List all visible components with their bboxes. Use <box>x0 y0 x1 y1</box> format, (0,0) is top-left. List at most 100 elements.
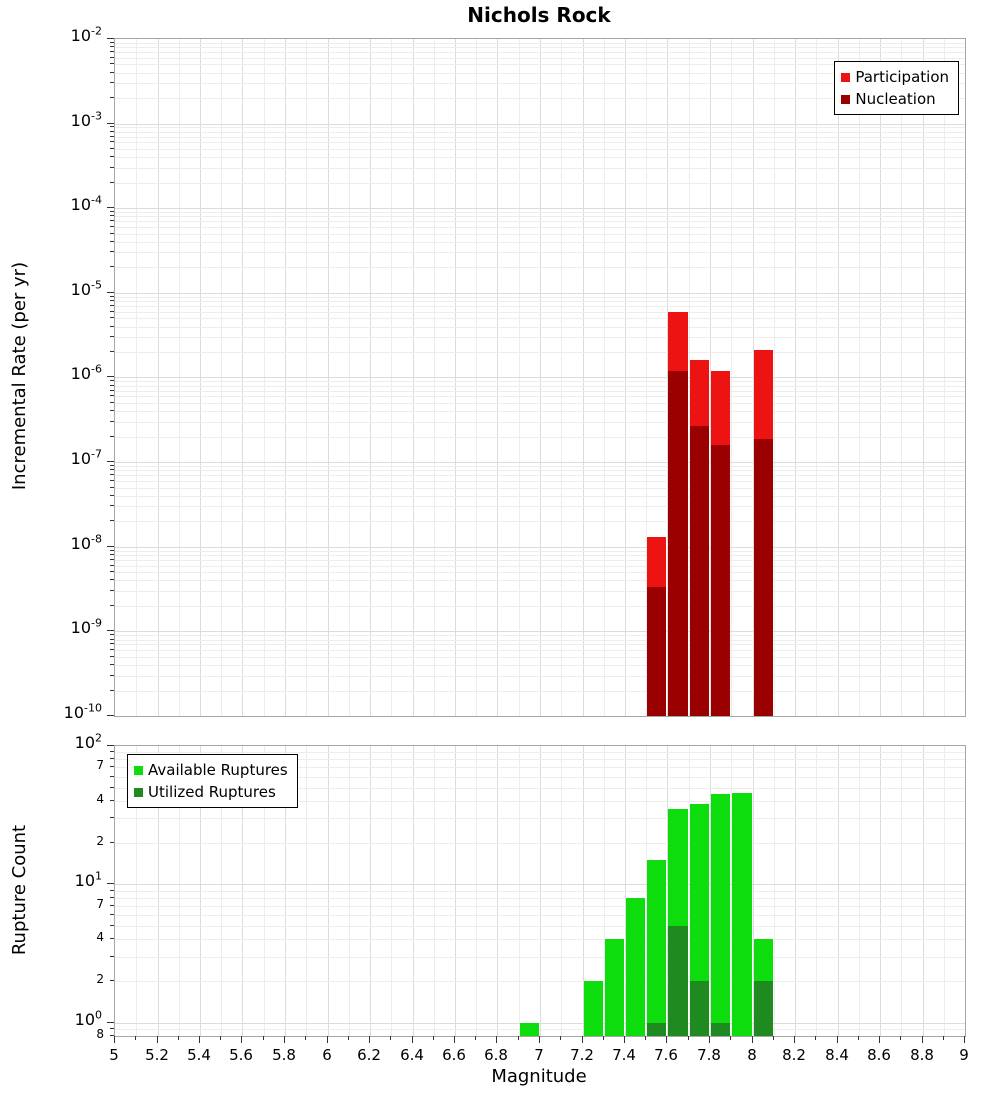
y-tick-major <box>107 630 114 631</box>
gridline-horizontal <box>115 411 965 412</box>
y-tick-label: 102 <box>74 731 102 752</box>
y-tick-minor <box>110 914 114 915</box>
gridline-horizontal <box>115 83 965 84</box>
x-tick-major <box>496 1036 497 1043</box>
gridline-horizontal <box>115 396 965 397</box>
gridline-horizontal <box>115 759 965 760</box>
gridline-horizontal <box>115 43 965 44</box>
gridline-horizontal <box>115 168 965 169</box>
y-tick-label: 10-6 <box>70 362 102 383</box>
x-tick-major <box>284 1036 285 1043</box>
gridline-horizontal <box>115 957 965 958</box>
count-legend: Available Ruptures Utilized Ruptures <box>127 754 298 808</box>
y-tick-label: 10-7 <box>70 447 102 468</box>
gridline-horizontal <box>115 818 965 819</box>
gridline-horizontal <box>115 1023 965 1024</box>
gridline-horizontal <box>115 481 965 482</box>
y-tick-minor <box>110 167 114 168</box>
y-tick-major <box>107 38 114 39</box>
y-tick-minor <box>110 436 114 437</box>
x-tick-major <box>879 1036 880 1043</box>
y-tick-minor <box>110 643 114 644</box>
x-tick-minor <box>645 1036 646 1040</box>
y-tick-minor <box>110 675 114 676</box>
y-tick-minor <box>110 311 114 312</box>
y-tick-major <box>107 546 114 547</box>
y-tick-minor <box>110 421 114 422</box>
legend-label-nucleation: Nucleation <box>855 90 936 108</box>
y-tick-minor <box>110 97 114 98</box>
y-tick-minor <box>110 46 114 47</box>
y-tick-minor <box>110 980 114 981</box>
gridline-horizontal <box>115 580 965 581</box>
gridline-horizontal <box>115 377 965 378</box>
legend-label-available-ruptures: Available Ruptures <box>148 761 288 779</box>
gridline-horizontal <box>115 466 965 467</box>
y-tick-minor <box>110 656 114 657</box>
x-tick-major <box>752 1036 753 1043</box>
y-tick-minor <box>110 226 114 227</box>
x-tick-minor <box>390 1036 391 1040</box>
y-tick-minor <box>110 800 114 801</box>
y-tick-minor <box>110 211 114 212</box>
y-tick-minor <box>110 82 114 83</box>
y-tick-minor <box>110 266 114 267</box>
gridline-horizontal <box>115 221 965 222</box>
x-tick-major <box>199 1036 200 1043</box>
y-tick-minor <box>110 495 114 496</box>
gridline-horizontal <box>115 234 965 235</box>
bar-utilized-ruptures <box>711 1023 730 1036</box>
gridline-horizontal <box>115 496 965 497</box>
bar-utilized-ruptures <box>690 981 709 1036</box>
x-tick-major <box>412 1036 413 1043</box>
gridline-horizontal <box>115 488 965 489</box>
x-tick-minor <box>900 1036 901 1040</box>
y-tick-minor <box>110 380 114 381</box>
y-tick-minor <box>110 385 114 386</box>
y-tick-minor <box>110 766 114 767</box>
x-tick-major <box>922 1036 923 1043</box>
gridline-horizontal <box>115 73 965 74</box>
y-tick-label: 10-3 <box>70 109 102 130</box>
bar-available-ruptures <box>626 898 645 1036</box>
gridline-horizontal <box>115 606 965 607</box>
gridline-horizontal <box>115 1029 965 1030</box>
y-minor-tick-label: 4 <box>96 792 104 806</box>
gridline-horizontal <box>115 981 965 982</box>
y-tick-minor <box>110 890 114 891</box>
x-tick-major <box>964 1036 965 1043</box>
x-tick-minor <box>730 1036 731 1040</box>
x-tick-label: 7.4 <box>612 1046 636 1064</box>
legend-item-utilized-ruptures: Utilized Ruptures <box>134 781 288 803</box>
bar-available-ruptures <box>647 860 666 1036</box>
x-tick-major <box>837 1036 838 1043</box>
y-tick-minor <box>110 690 114 691</box>
gridline-horizontal <box>115 644 965 645</box>
y-tick-minor <box>110 336 114 337</box>
gridline-horizontal <box>115 767 965 768</box>
gridline-horizontal <box>115 267 965 268</box>
gridline-horizontal <box>115 560 965 561</box>
y-tick-major <box>107 207 114 208</box>
gridline-horizontal <box>115 47 965 48</box>
utilized-ruptures-swatch-icon <box>134 787 143 797</box>
y-tick-minor <box>110 220 114 221</box>
y-tick-minor <box>110 233 114 234</box>
y-tick-minor <box>110 520 114 521</box>
x-tick-minor <box>433 1036 434 1040</box>
x-tick-major <box>624 1036 625 1043</box>
y-tick-major <box>107 461 114 462</box>
legend-label-utilized-ruptures: Utilized Ruptures <box>148 783 276 801</box>
gridline-horizontal <box>115 676 965 677</box>
y-tick-minor <box>110 590 114 591</box>
gridline-horizontal <box>115 801 965 802</box>
y-tick-minor <box>110 1035 114 1036</box>
x-tick-major <box>369 1036 370 1043</box>
bar-utilized-ruptures <box>754 981 773 1036</box>
gridline-horizontal <box>115 212 965 213</box>
legend-item-nucleation: Nucleation <box>841 88 949 110</box>
gridline-horizontal <box>115 124 965 125</box>
y-tick-minor <box>110 787 114 788</box>
rate-y-axis-title: Incremental Rate (per yr) <box>9 261 30 491</box>
y-minor-tick-label: 7 <box>96 897 104 911</box>
